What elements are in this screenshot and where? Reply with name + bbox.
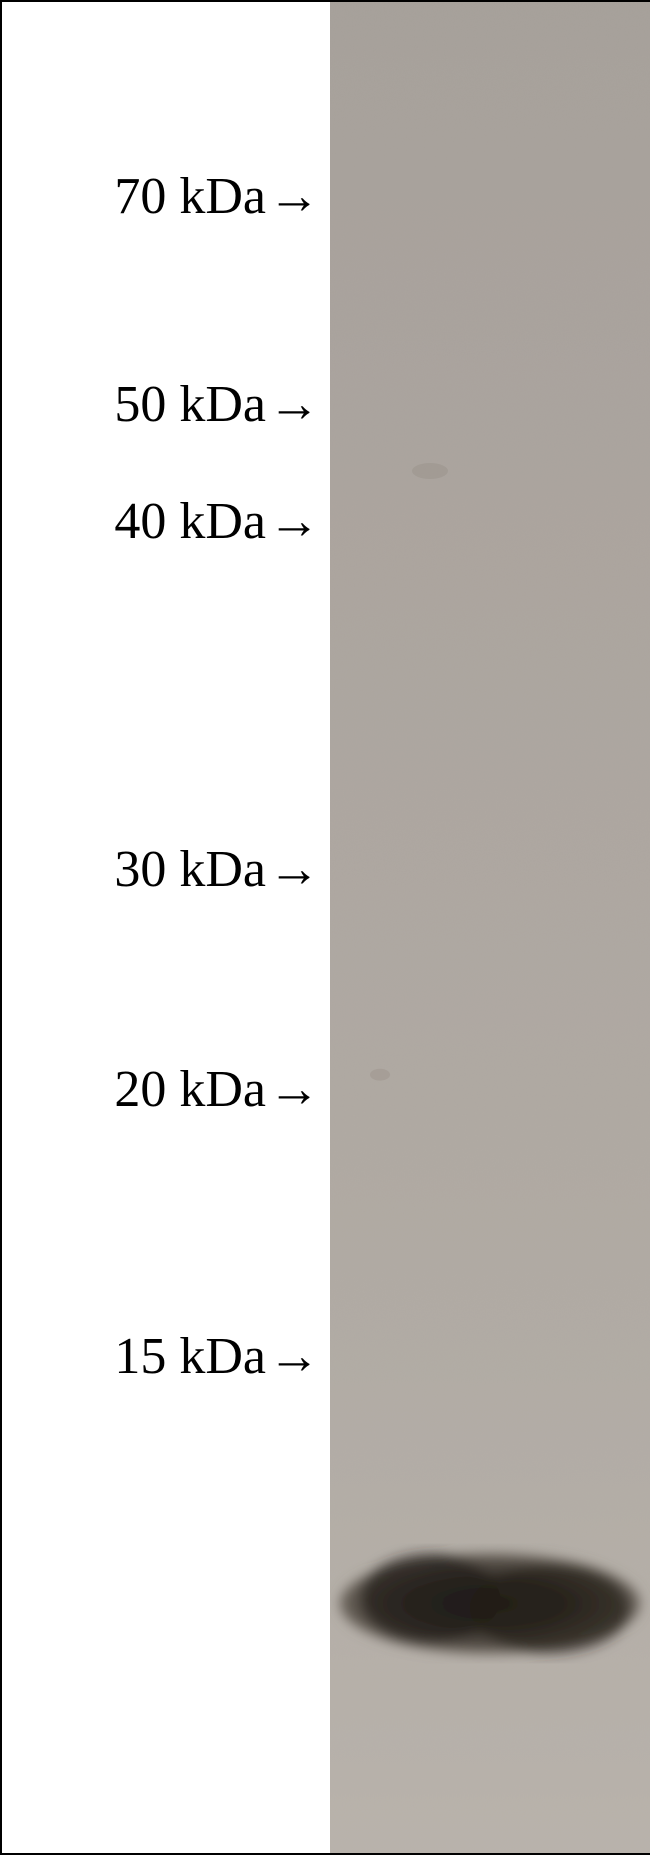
marker-15kda: 15 kDa → [114,1327,320,1386]
marker-label-text: 20 kDa [114,1060,266,1119]
marker-label-area: 70 kDa → 50 kDa → 40 kDa → 30 kDa → 20 k… [2,2,330,1853]
marker-30kda: 30 kDa → [114,840,320,899]
blot-membrane-background [330,2,650,1853]
arrow-icon: → [268,1060,320,1119]
marker-20kda: 20 kDa → [114,1060,320,1119]
marker-label-text: 40 kDa [114,492,266,551]
arrow-icon: → [268,492,320,551]
marker-label-text: 15 kDa [114,1327,266,1386]
arrow-icon: → [268,375,320,434]
marker-50kda: 50 kDa → [114,375,320,434]
marker-label-text: 30 kDa [114,840,266,899]
arrow-icon: → [268,167,320,226]
blot-lane [330,2,650,1853]
arrow-icon: → [268,840,320,899]
blot-container: WWW.PTGLAB.COM 70 kDa → 50 kDa → 40 kDa … [0,0,650,1855]
arrow-icon: → [268,1327,320,1386]
marker-40kda: 40 kDa → [114,492,320,551]
marker-label-text: 50 kDa [114,375,266,434]
marker-70kda: 70 kDa → [114,167,320,226]
marker-label-text: 70 kDa [114,167,266,226]
